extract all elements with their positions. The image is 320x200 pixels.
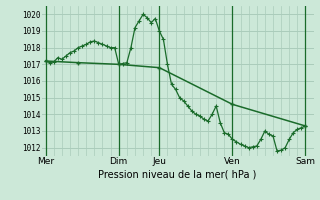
X-axis label: Pression niveau de la mer( hPa ): Pression niveau de la mer( hPa ): [99, 169, 257, 179]
